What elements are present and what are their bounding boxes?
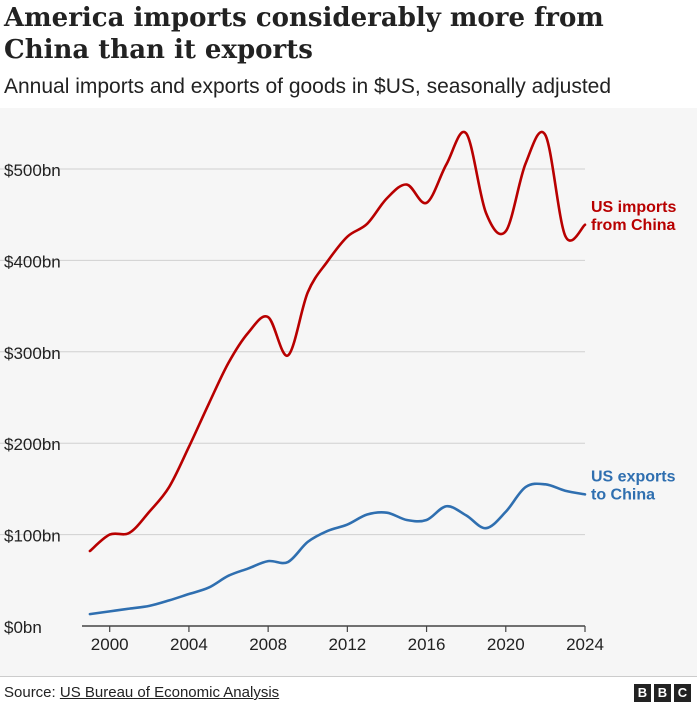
logo-letter-b2: B [654,684,671,702]
x-tick-label: 2012 [328,635,366,654]
line-chart: $0bn $100bn $200bn $300bn $400bn $500bn 2000 20… [0,130,676,654]
exports-label: US exports [591,468,676,485]
x-tick-label: 2024 [566,635,604,654]
y-tick-label: $500bn [4,161,61,180]
y-tick-label: $400bn [4,252,61,271]
exports-line [88,482,587,616]
y-tick-label: $300bn [4,344,61,363]
y-tick-label: $100bn [4,527,61,546]
imports-label: from China [591,217,676,234]
imports-line [88,130,587,553]
x-tick-label: 2004 [170,635,208,654]
y-tick-label: $200bn [4,435,61,454]
logo-letter-b1: B [634,684,651,702]
source-note: Source: US Bureau of Economic Analysis [4,684,279,701]
source-link[interactable]: US Bureau of Economic Analysis [59,684,280,701]
x-tick-label: 2020 [487,635,525,654]
bbc-logo: B B C [634,684,691,702]
logo-letter-c: C [674,684,691,702]
footer-divider [0,676,697,677]
y-tick-label: $0bn [4,618,42,637]
x-tick-label: 2008 [249,635,287,654]
chart-subtitle: Annual imports and exports of goods in $… [4,75,612,98]
chart-area [0,108,697,676]
imports-label: US imports [591,199,676,216]
chart-title: America imports considerably more from C… [4,3,604,65]
x-tick-label: 2000 [91,635,129,654]
exports-label: to China [591,486,655,503]
x-tick-label: 2016 [408,635,446,654]
source-label: Source: [4,684,56,701]
